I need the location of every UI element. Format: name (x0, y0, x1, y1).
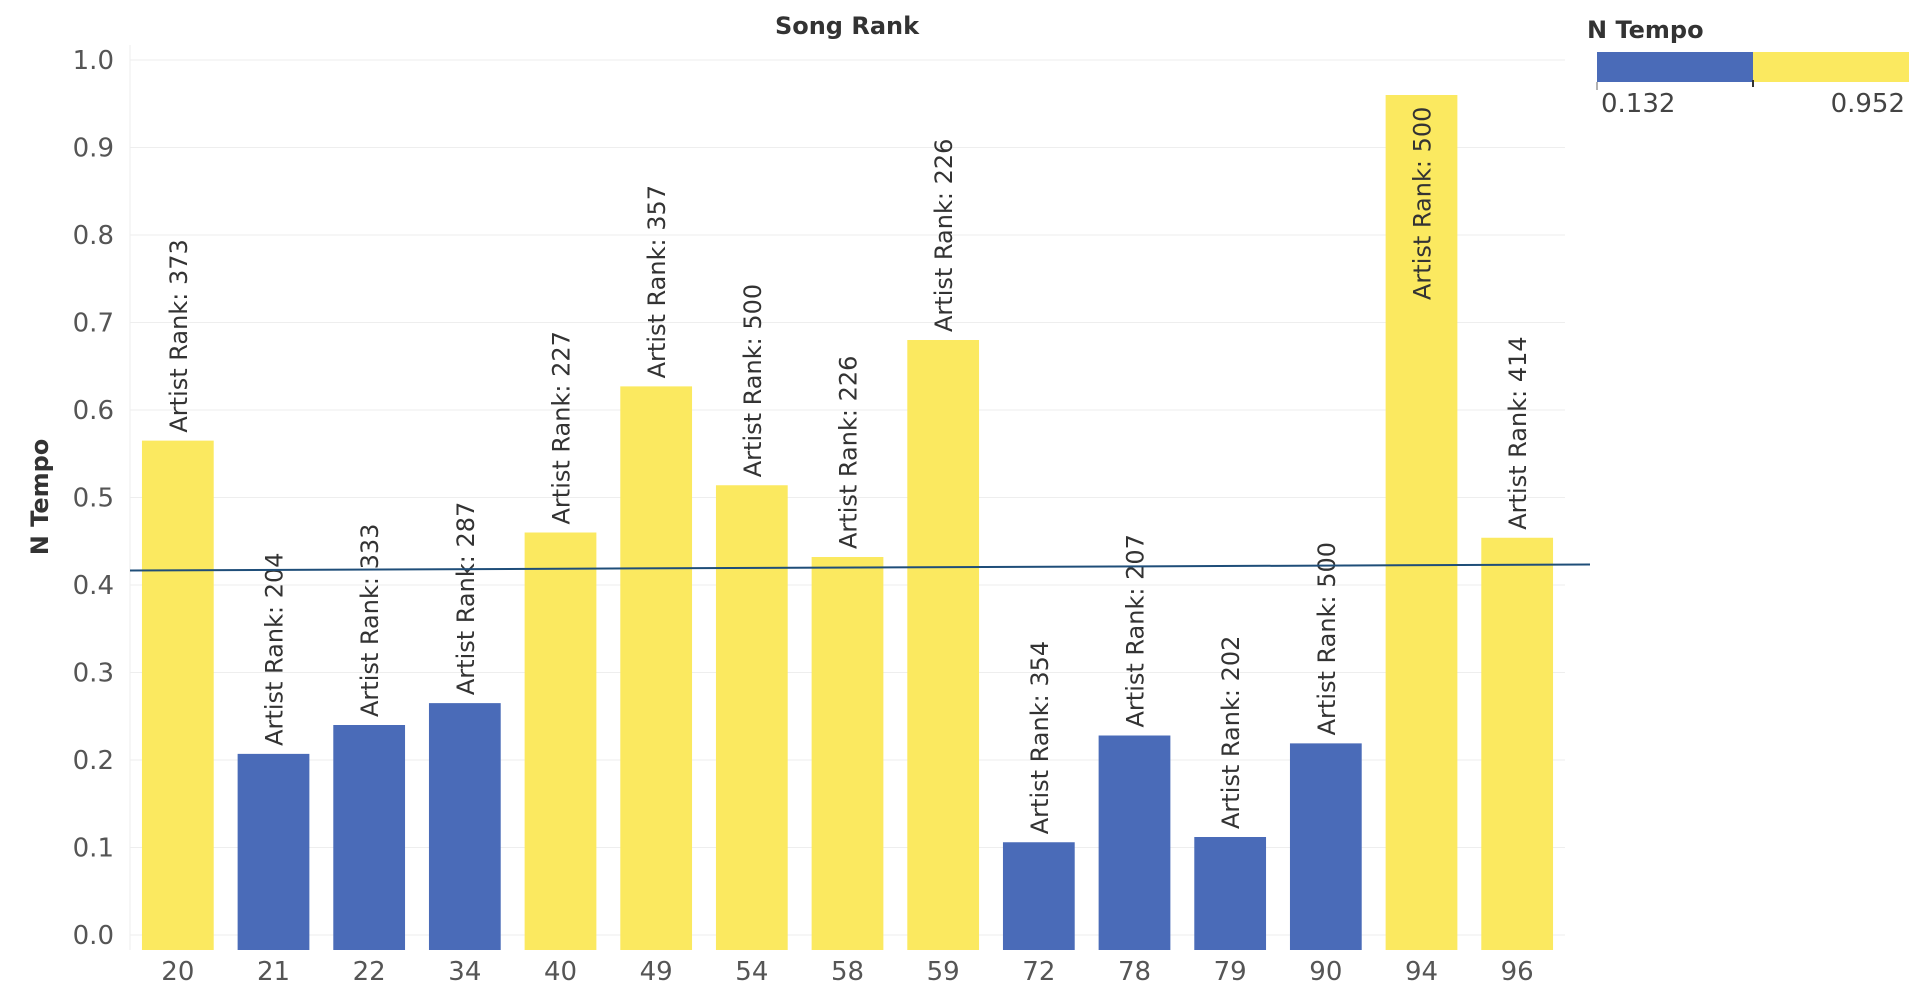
bar-label-22: Artist Rank: 333 (356, 524, 384, 717)
bar-label-78: Artist Rank: 207 (1122, 534, 1150, 727)
bar-label-49: Artist Rank: 357 (643, 185, 671, 378)
x-tick-label-72: 72 (1022, 957, 1055, 987)
bar-20 (141, 440, 214, 950)
bar-label-58: Artist Rank: 226 (835, 356, 863, 549)
bar-label-54: Artist Rank: 500 (739, 284, 767, 477)
y-tick-label: 0.2 (73, 746, 114, 776)
bar-40 (524, 532, 597, 950)
bar-54 (715, 485, 788, 950)
legend-low-swatch (1597, 52, 1753, 82)
bar-label-34: Artist Rank: 287 (452, 502, 480, 695)
bar-58 (811, 557, 884, 950)
x-tick-label-49: 49 (640, 957, 673, 987)
x-axis-ticks: 20 21 22 34 40 49 54 58 59 72 78 79 90 94 96 (161, 957, 1533, 987)
chart-title: Song Rank (775, 12, 920, 40)
reference-line-layer (129, 563, 1591, 572)
x-tick-label-22: 22 (353, 957, 386, 987)
legend-min-label: 0.132 (1601, 89, 1675, 119)
y-tick-label: 0.3 (73, 659, 114, 689)
bar-label-59: Artist Rank: 226 (930, 139, 958, 332)
reference-line (129, 563, 1591, 572)
bar-label-94: Artist Rank: 500 (1409, 107, 1437, 300)
color-legend: N Tempo 0.132 0.952 (1587, 16, 1909, 119)
y-tick-label: 0.1 (73, 834, 114, 864)
x-tick-label-58: 58 (831, 957, 864, 987)
bar-label-20: Artist Rank: 373 (165, 239, 193, 432)
bar-78 (1098, 735, 1171, 950)
y-tick-label: 0.7 (73, 309, 114, 339)
x-tick-label-40: 40 (544, 957, 577, 987)
bar-labels-layer: Artist Rank: 373 Artist Rank: 204 Artist R… (165, 107, 1532, 835)
bar-59 (907, 340, 980, 950)
y-tick-label: 1.0 (73, 46, 114, 76)
y-tick-label: 0.4 (73, 571, 114, 601)
bar-21 (237, 753, 310, 950)
bar-22 (333, 725, 406, 950)
y-tick-label: 0.0 (73, 921, 114, 951)
x-tick-label-34: 34 (448, 957, 481, 987)
x-tick-label-54: 54 (735, 957, 768, 987)
x-tick-label-20: 20 (161, 957, 194, 987)
bar-49 (620, 386, 693, 950)
x-tick-label-90: 90 (1309, 957, 1342, 987)
legend-high-swatch (1753, 52, 1909, 82)
bar-label-40: Artist Rank: 227 (548, 331, 576, 524)
x-tick-label-59: 59 (927, 957, 960, 987)
x-tick-label-21: 21 (257, 957, 290, 987)
bar-label-72: Artist Rank: 354 (1026, 641, 1054, 834)
legend-title: N Tempo (1587, 16, 1704, 44)
y-tick-label: 0.9 (73, 134, 114, 164)
x-tick-label-78: 78 (1118, 957, 1151, 987)
bar-79 (1194, 837, 1267, 950)
bar-90 (1289, 743, 1362, 950)
y-axis-ticks: 0.0 0.1 0.2 0.3 0.4 0.5 0.6 0.7 0.8 0.9 1.0 (73, 46, 114, 951)
y-tick-label: 0.6 (73, 396, 114, 426)
x-tick-label-96: 96 (1501, 957, 1534, 987)
bar-label-21: Artist Rank: 204 (261, 552, 289, 745)
bar-72 (1002, 842, 1075, 950)
legend-max-label: 0.952 (1831, 89, 1905, 119)
bar-label-90: Artist Rank: 500 (1313, 542, 1341, 735)
y-axis-title: N Tempo (26, 439, 54, 556)
bar-34 (428, 703, 501, 950)
bar-94 (1385, 95, 1458, 950)
bar-label-79: Artist Rank: 202 (1217, 636, 1245, 829)
y-tick-label: 0.8 (73, 221, 114, 251)
x-tick-label-94: 94 (1405, 957, 1438, 987)
bar-label-96: Artist Rank: 414 (1504, 336, 1532, 529)
y-tick-label: 0.5 (73, 484, 114, 514)
bar-96 (1481, 537, 1554, 950)
bars-layer (141, 95, 1554, 950)
x-tick-label-79: 79 (1214, 957, 1247, 987)
